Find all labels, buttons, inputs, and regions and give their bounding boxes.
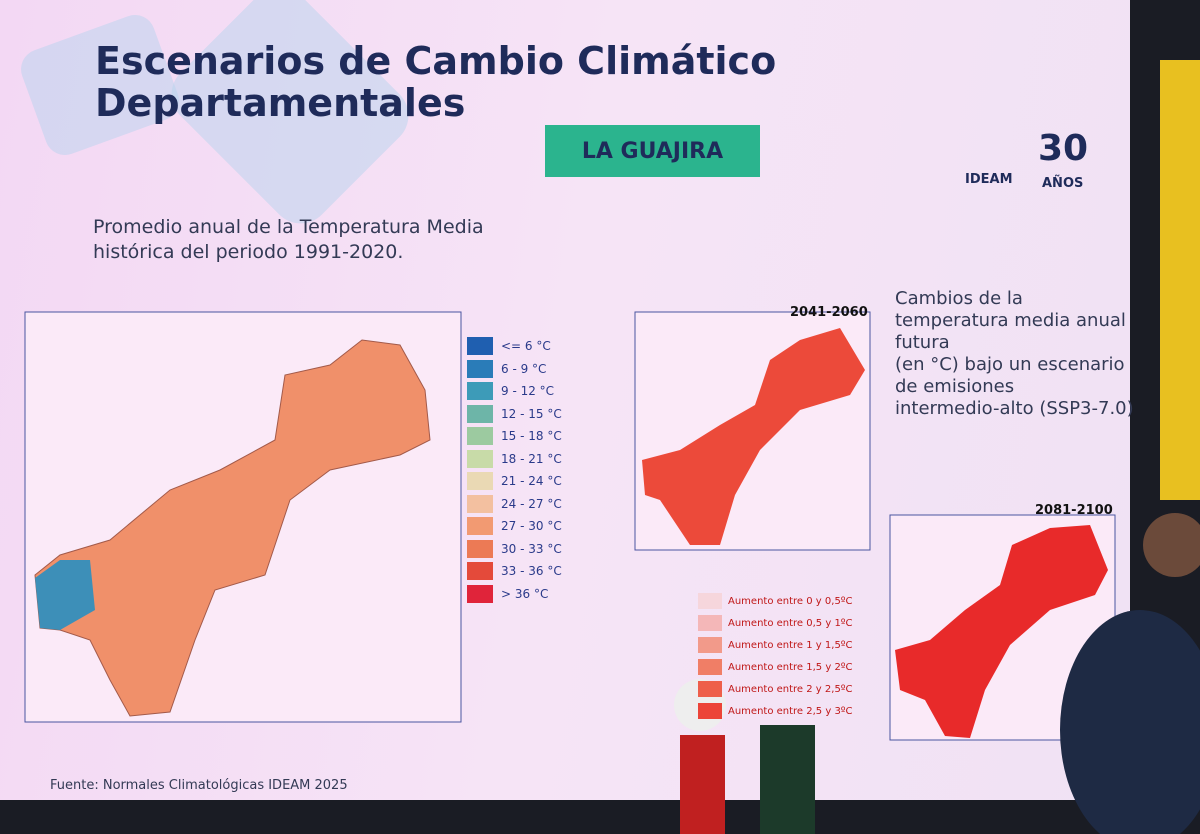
- legend-swatch: [467, 337, 493, 356]
- legend-item: 21 - 24 °C: [467, 470, 562, 493]
- legend-item: Aumento entre 2,5 y 3ºC: [698, 700, 853, 722]
- person-head: [1143, 513, 1200, 577]
- legend-item: 15 - 18 °C: [467, 425, 562, 448]
- legend-label: Aumento entre 0,5 y 1ºC: [728, 617, 853, 629]
- legend-swatch: [698, 681, 722, 697]
- cool-zone: [35, 560, 95, 630]
- legend-swatch: [698, 615, 722, 631]
- badge: LA GUAJIRA: [545, 125, 760, 177]
- legend-item: 12 - 15 °C: [467, 403, 562, 426]
- guajira-map: [34, 339, 431, 717]
- legend-item: Aumento entre 2 y 2,5ºC: [698, 678, 853, 700]
- legend-label: 24 - 27 °C: [501, 496, 562, 511]
- legend-label: Aumento entre 1,5 y 2ºC: [728, 661, 853, 673]
- trophy-base: [680, 735, 725, 834]
- legend-label: Aumento entre 1 y 1,5ºC: [728, 639, 853, 651]
- legend-swatch: [698, 659, 722, 675]
- flag: [1160, 60, 1200, 500]
- description: Cambios de la temperatura media anual futu…: [895, 288, 1134, 420]
- legend-label: Aumento entre 2 y 2,5ºC: [728, 683, 853, 695]
- legend-swatch: [467, 539, 493, 558]
- legend-label: 9 - 12 °C: [501, 384, 555, 399]
- description-line: temperatura media anual: [895, 310, 1126, 331]
- title: Departamentales: [95, 81, 466, 125]
- legend-item: 6 - 9 °C: [467, 358, 562, 381]
- legend-label: Aumento entre 2,5 y 3ºC: [728, 705, 853, 717]
- legend-item: 9 - 12 °C: [467, 380, 562, 403]
- description-line: futura: [895, 332, 950, 353]
- description-line: Cambios de la: [895, 288, 1023, 309]
- legend-swatch: [467, 359, 493, 378]
- legend-label: 18 - 21 °C: [501, 451, 562, 466]
- logo-text: IDEAM: [965, 172, 1013, 187]
- title: Escenarios de Cambio Climático: [95, 39, 777, 83]
- legend-item: Aumento entre 1 y 1,5ºC: [698, 634, 853, 656]
- legend-label: 6 - 9 °C: [501, 361, 547, 376]
- legend-swatch: [467, 517, 493, 536]
- legend-item: Aumento entre 0,5 y 1ºC: [698, 612, 853, 634]
- map-2041: [642, 328, 865, 545]
- legend-swatch: [467, 449, 493, 468]
- anniversary-label: AÑOS: [1042, 176, 1084, 191]
- legend-swatch: [467, 472, 493, 491]
- legend-item: 30 - 33 °C: [467, 538, 562, 561]
- decor: [171, 0, 409, 224]
- legend-item: 33 - 36 °C: [467, 560, 562, 583]
- period-label: 2081-2100: [1035, 503, 1113, 518]
- legend-item: Aumento entre 1,5 y 2ºC: [698, 656, 853, 678]
- anniversary-number: 30: [1038, 128, 1089, 169]
- legend-item: 27 - 30 °C: [467, 515, 562, 538]
- legend-item: > 36 °C: [467, 583, 562, 606]
- temperature-legend: <= 6 °C 6 - 9 °C 9 - 12 °C 12 - 15 °C 15 - 1…: [467, 335, 562, 605]
- legend-swatch: [467, 404, 493, 423]
- period-label: 2041-2060: [790, 305, 868, 320]
- legend-swatch: [467, 494, 493, 513]
- legend-swatch: [467, 382, 493, 401]
- legend-swatch: [467, 427, 493, 446]
- caption: histórica del periodo 1991-2020.: [93, 241, 404, 263]
- legend-item: <= 6 °C: [467, 335, 562, 358]
- legend-label: Aumento entre 0 y 0,5ºC: [728, 595, 853, 607]
- legend-item: 18 - 21 °C: [467, 448, 562, 471]
- legend-swatch: [467, 584, 493, 603]
- legend-label: 12 - 15 °C: [501, 406, 562, 421]
- decor: [21, 15, 179, 155]
- description-line: (en °C) bajo un escenario: [895, 354, 1125, 375]
- legend-label: 15 - 18 °C: [501, 429, 562, 444]
- legend-label: > 36 °C: [501, 586, 549, 601]
- legend-item: 24 - 27 °C: [467, 493, 562, 516]
- map-2081: [895, 525, 1108, 738]
- legend-swatch: [698, 637, 722, 653]
- legend-item: Aumento entre 0 y 0,5ºC: [698, 590, 853, 612]
- legend-label: 30 - 33 °C: [501, 541, 562, 556]
- legend-label: <= 6 °C: [501, 339, 551, 354]
- legend-swatch: [698, 593, 722, 609]
- caption: Promedio anual de la Temperatura Media: [93, 216, 484, 238]
- legend-swatch: [467, 562, 493, 581]
- legend-swatch: [698, 703, 722, 719]
- book: [760, 725, 815, 834]
- source: Fuente: Normales Climatológicas IDEAM 20…: [50, 778, 348, 793]
- legend-label: 33 - 36 °C: [501, 564, 562, 579]
- description-line: de emisiones: [895, 376, 1015, 397]
- description-line: intermedio-alto (SSP3-7.0): [895, 398, 1134, 419]
- person: [1060, 610, 1200, 834]
- legend-label: 27 - 30 °C: [501, 519, 562, 534]
- legend-label: 21 - 24 °C: [501, 474, 562, 489]
- change-legend: Aumento entre 0 y 0,5ºC Aumento entre 0,5…: [698, 590, 853, 722]
